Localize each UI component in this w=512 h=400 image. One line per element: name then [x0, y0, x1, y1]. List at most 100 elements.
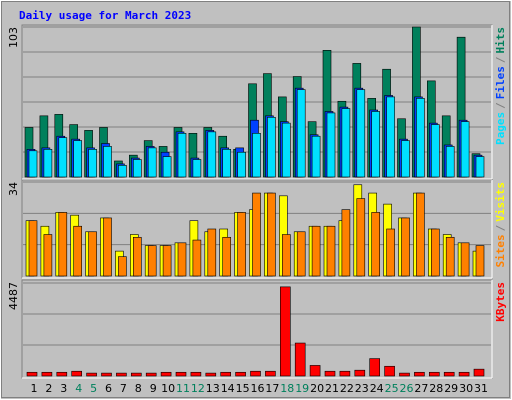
bar	[162, 245, 172, 277]
bar	[473, 368, 485, 377]
bar	[190, 371, 202, 377]
legend: Sites / Visits	[494, 182, 507, 268]
x-tick-label: 28	[429, 382, 443, 395]
y-tick-label: 4487	[7, 282, 20, 310]
bar	[445, 236, 455, 277]
bar	[41, 371, 53, 377]
x-tick-label: 16	[251, 382, 265, 395]
bar	[220, 371, 231, 377]
x-tick-label: 24	[370, 382, 384, 395]
bar	[237, 212, 246, 277]
bar	[26, 371, 38, 377]
x-tick-label: 15	[236, 382, 250, 395]
bar	[56, 371, 68, 377]
bar	[58, 212, 68, 277]
bar	[160, 371, 172, 377]
bar	[192, 239, 202, 277]
bar	[341, 108, 351, 178]
bar	[369, 358, 381, 377]
bar	[354, 369, 366, 377]
bar	[265, 370, 276, 377]
bar	[267, 192, 276, 277]
y-tick-label: 34	[7, 182, 20, 196]
chart-title: Daily usage for March 2023	[19, 9, 191, 22]
bar	[279, 286, 291, 377]
x-tick-label: 25	[385, 382, 399, 395]
bar	[401, 217, 410, 277]
bar	[443, 371, 455, 377]
legend-separator: /	[494, 56, 507, 63]
x-tick-label: 1	[31, 382, 38, 395]
bar	[416, 192, 425, 277]
x-tick-label: 22	[340, 382, 354, 395]
legend: Pages / Files / Hits	[494, 27, 507, 145]
x-tick-label: 13	[206, 382, 220, 395]
bar	[28, 150, 38, 178]
bar	[103, 146, 112, 178]
bar	[131, 372, 142, 377]
bar	[386, 228, 395, 277]
bar	[371, 212, 381, 277]
legend-entry: Files	[494, 66, 507, 99]
bar	[147, 245, 157, 277]
bar	[430, 228, 440, 277]
x-tick-label: 9	[150, 382, 157, 395]
bar	[235, 371, 246, 377]
bar	[118, 256, 127, 277]
bar	[309, 365, 321, 377]
x-tick-label: 12	[191, 382, 205, 395]
bar	[118, 165, 127, 178]
x-tick-label: 7	[120, 382, 127, 395]
bar	[133, 236, 142, 277]
bar	[103, 217, 112, 277]
bar	[207, 131, 217, 178]
bar	[430, 124, 440, 178]
bar	[88, 231, 97, 277]
bar	[311, 225, 321, 277]
bar	[341, 209, 351, 277]
x-tick-label: 26	[400, 382, 414, 395]
legend-entry: Visits	[494, 182, 507, 222]
bar	[296, 231, 306, 277]
bar	[386, 96, 395, 178]
bar	[177, 242, 187, 277]
x-tick-label: 20	[310, 382, 324, 395]
bar	[177, 133, 187, 178]
bar	[88, 149, 97, 178]
bar	[207, 228, 217, 277]
legend: KBytes	[494, 282, 507, 322]
bar	[401, 140, 410, 178]
bar	[458, 371, 470, 377]
bar	[192, 159, 202, 178]
bar	[384, 365, 395, 377]
x-tick-label: 11	[176, 382, 190, 395]
bar	[311, 135, 321, 178]
x-tick-label: 3	[60, 382, 67, 395]
bar	[326, 112, 336, 178]
x-tick-label: 19	[295, 382, 309, 395]
x-tick-label: 18	[280, 382, 294, 395]
legend-entry: Pages	[494, 112, 507, 145]
x-tick-label: 10	[161, 382, 175, 395]
legend-entry: KBytes	[494, 282, 507, 322]
legend-separator: /	[494, 102, 507, 109]
x-tick-label: 5	[90, 382, 97, 395]
bar	[281, 234, 291, 277]
x-tick-label: 8	[135, 382, 142, 395]
bar	[73, 225, 82, 277]
bar	[43, 234, 53, 277]
x-tick-label: 29	[444, 382, 458, 395]
bar	[237, 151, 246, 178]
bar	[28, 220, 38, 277]
bar	[86, 372, 97, 377]
bar	[475, 245, 485, 277]
bar	[356, 89, 366, 178]
y-tick-label: 103	[7, 27, 20, 48]
bar	[445, 146, 455, 178]
bar	[339, 370, 351, 377]
bar	[145, 372, 157, 377]
bar	[252, 192, 261, 277]
bar	[101, 372, 112, 377]
bar	[416, 98, 425, 178]
